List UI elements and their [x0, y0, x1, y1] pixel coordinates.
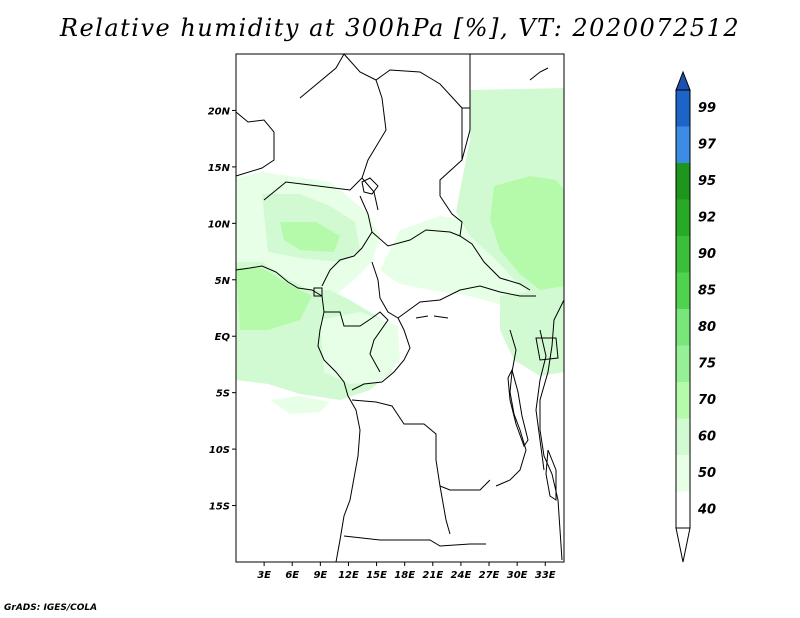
- border-algeria-niger: [235, 54, 275, 177]
- lat-tick-label: EQ: [215, 332, 231, 343]
- lat-tick-label: 15S: [209, 502, 230, 513]
- boundaries: [235, 53, 565, 563]
- colorbar-label: 40: [697, 503, 716, 518]
- colorbar-label: 97: [698, 138, 717, 153]
- colorbar-label: 90: [698, 247, 716, 262]
- lat-tick-label: 10N: [208, 219, 231, 230]
- island-sinai-coast: [529, 67, 549, 81]
- border-tanzania: [535, 329, 547, 471]
- lat-tick-label: 15N: [208, 163, 231, 174]
- colorbar-swatch: [676, 163, 690, 200]
- border-niger-nigeria: [263, 177, 363, 201]
- border-car-drc: [397, 285, 536, 319]
- map-title: Relative humidity at 300hPa [%], VT: 202…: [59, 14, 741, 42]
- lon-tick-label: 27E: [479, 570, 500, 581]
- lon-tick-label: 30E: [507, 570, 528, 581]
- river-segment: [415, 315, 449, 319]
- colorbar-top-arrow: [675, 70, 691, 91]
- humidity-region-central: [380, 216, 540, 310]
- latitude-axis: 20N 15N 10N 5N EQ 5S 10S 15S: [208, 106, 236, 513]
- lat-tick-label: 5S: [216, 389, 230, 400]
- colorbar-swatch: [676, 345, 690, 382]
- border-zambia: [439, 485, 451, 535]
- border-libya-egypt: [462, 54, 471, 109]
- lon-tick-label: 33E: [535, 570, 556, 581]
- colorbar-label: 95: [698, 174, 716, 189]
- lon-tick-label: 3E: [257, 570, 271, 581]
- lon-tick-label: 18E: [394, 570, 415, 581]
- lon-tick-label: 6E: [285, 570, 299, 581]
- humidity-field: [236, 88, 564, 414]
- colorbar-swatch: [676, 382, 690, 419]
- colorbar-swatch: [676, 418, 690, 455]
- lake-chad: [361, 177, 379, 195]
- colorbar-swatch: [676, 126, 690, 163]
- colorbar-bottom-arrow: [675, 527, 691, 563]
- lon-tick-label: 9E: [313, 570, 327, 581]
- colorbar-label: 92: [698, 211, 716, 226]
- colorbar-label: 70: [698, 393, 716, 408]
- lon-tick-label: 21E: [422, 570, 443, 581]
- colorbar: 99 97 95 92 90 85 80 75 70 60 50 40: [675, 70, 717, 563]
- border-chad-sudan: [439, 195, 463, 237]
- colorbar-label: 50: [698, 466, 716, 481]
- border-cameroon-car: [371, 261, 399, 319]
- longitude-axis: 3E 6E 9E 12E 15E 18E 21E 24E 27E 30E 33E: [257, 562, 556, 581]
- humidity-region-east-core: [490, 176, 564, 290]
- lon-tick-label: 12E: [338, 570, 359, 581]
- colorbar-swatch: [676, 272, 690, 309]
- grads-credit: GrADS: IGES/COLA: [4, 603, 98, 613]
- border-chad-niger: [361, 79, 387, 211]
- humidity-region-lakes: [500, 290, 564, 376]
- humidity-region-congo: [320, 312, 400, 384]
- colorbar-label: 80: [698, 320, 716, 335]
- lake-malawi: [545, 449, 557, 501]
- lat-tick-label: 20N: [208, 106, 231, 117]
- east-coastline: [539, 299, 565, 561]
- lon-tick-label: 15E: [366, 570, 387, 581]
- border-chad-libya: [343, 53, 463, 196]
- humidity-region-gulf-core: [236, 268, 312, 330]
- map-frame: [235, 53, 565, 563]
- colorbar-label: 99: [698, 101, 716, 116]
- island-bioko: [313, 287, 323, 297]
- colorbar-swatch: [676, 90, 690, 127]
- lake-tanganyika: [507, 368, 529, 448]
- border-drc-east: [495, 329, 527, 487]
- humidity-region-south: [270, 396, 330, 414]
- border-niger-libya: [299, 53, 345, 99]
- border-angola-namibia: [343, 535, 486, 547]
- lon-tick-label: 24E: [451, 570, 472, 581]
- colorbar-swatch: [676, 199, 690, 236]
- border-congo-drc: [351, 317, 411, 391]
- colorbar-label: 75: [698, 357, 716, 372]
- lat-tick-label: 10S: [209, 445, 230, 456]
- humidity-region-nigeria-core: [280, 222, 340, 252]
- colorbar-label: 85: [698, 284, 716, 299]
- border-drc-angola: [351, 399, 491, 491]
- colorbar-swatch: [676, 236, 690, 273]
- coastline: [235, 265, 361, 563]
- border-sudan-south: [461, 107, 471, 161]
- lat-tick-label: 5N: [215, 276, 231, 287]
- border-gabon: [324, 311, 389, 373]
- lake-victoria: [535, 337, 559, 361]
- border-nigeria-cameroon: [321, 195, 373, 287]
- colorbar-swatch: [676, 491, 690, 528]
- colorbar-label: 60: [698, 430, 716, 445]
- colorbar-swatch: [676, 455, 690, 492]
- colorbar-swatch: [676, 309, 690, 346]
